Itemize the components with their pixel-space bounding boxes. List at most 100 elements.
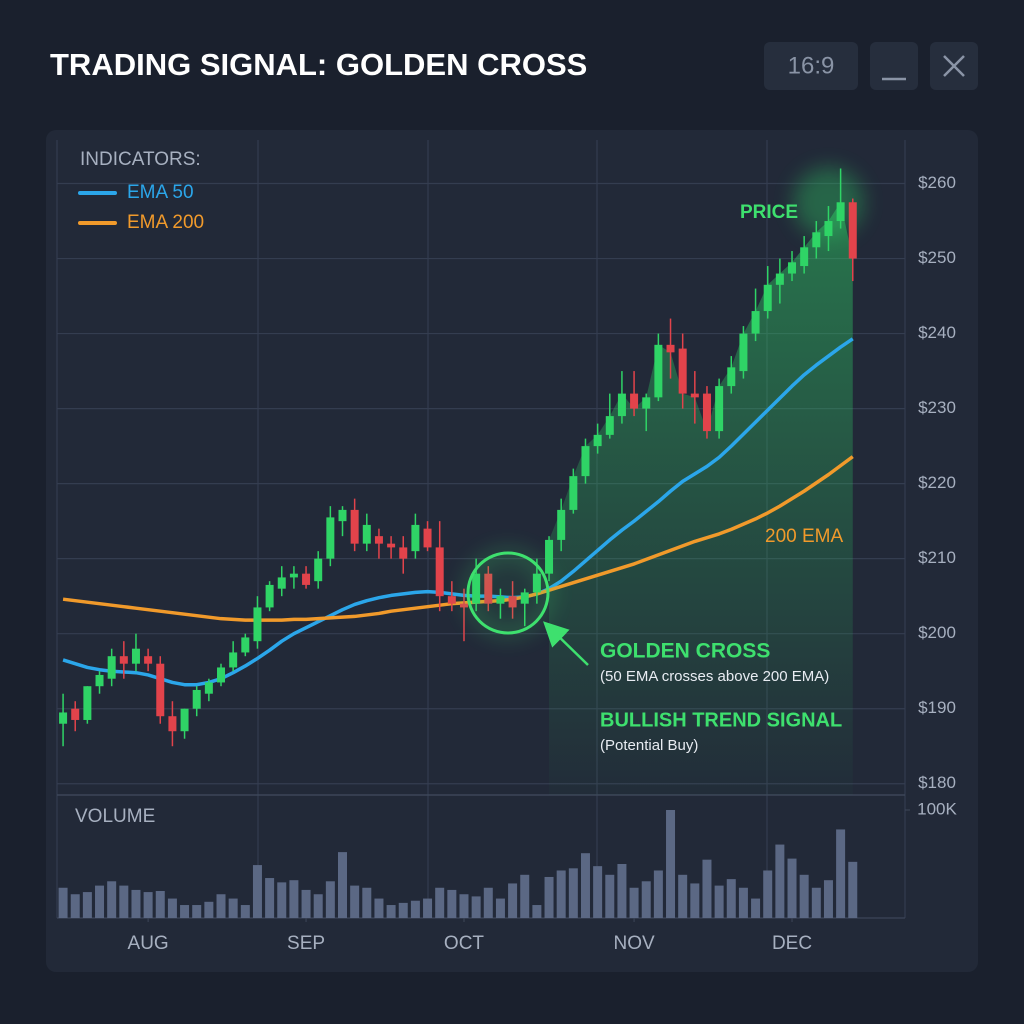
candle-body — [727, 367, 736, 387]
volume-bar — [398, 902, 408, 918]
volume-bar — [532, 905, 542, 918]
candle-body — [666, 344, 675, 353]
ratio-label: 16:9 — [788, 52, 835, 79]
candle-body — [848, 202, 857, 259]
candle-body — [435, 547, 444, 597]
cross-arrow — [543, 621, 589, 666]
candle-body — [520, 592, 529, 604]
volume-bar — [374, 898, 384, 918]
legend-label: EMA 50 — [127, 182, 194, 203]
ratio-button[interactable] — [764, 42, 858, 90]
candle-body — [715, 386, 724, 432]
volume-bar — [289, 880, 299, 918]
candle-body — [302, 573, 311, 585]
candle-body — [156, 663, 165, 717]
candle-body — [95, 674, 104, 687]
minimize-button[interactable] — [870, 42, 918, 90]
volume-bar — [143, 892, 153, 918]
candle-body — [775, 273, 784, 285]
candle-body — [338, 509, 347, 522]
candle-body — [447, 596, 456, 604]
volume-bar — [678, 874, 688, 918]
candle-body — [630, 393, 639, 409]
candle-body — [593, 434, 602, 447]
candle-body — [168, 716, 177, 732]
volume-bar — [167, 898, 177, 918]
volume-bar — [726, 879, 736, 918]
volume-tick-label: 100K — [917, 799, 957, 818]
ema-line — [62, 455, 854, 622]
volume-bar — [738, 887, 748, 918]
volume-bar — [763, 870, 773, 918]
x-tick-label: DEC — [772, 933, 812, 954]
y-tick-label: $250 — [918, 248, 956, 267]
window-title: TRADING SIGNAL: GOLDEN CROSS — [50, 47, 587, 82]
volume-bar — [265, 878, 275, 918]
candle-body — [496, 596, 505, 604]
candle-body — [788, 262, 797, 274]
candle-body — [532, 573, 541, 593]
candle-body — [107, 656, 116, 679]
volume-bar — [119, 885, 129, 918]
candle-body — [690, 393, 699, 398]
volume-bar — [471, 896, 481, 918]
close-icon — [943, 55, 965, 77]
candle-body — [569, 476, 578, 510]
volume-bar — [155, 891, 165, 918]
candle-body — [59, 712, 68, 724]
x-tick-label: SEP — [287, 933, 325, 954]
candle-body — [812, 232, 821, 248]
legend-label: EMA 200 — [127, 212, 204, 233]
cross-title: GOLDEN CROSS — [600, 640, 770, 663]
y-tick-label: $190 — [918, 698, 956, 717]
volume-bar — [714, 885, 724, 918]
candle-body — [800, 247, 809, 267]
volume-bar — [435, 887, 445, 918]
candle-body — [557, 509, 566, 540]
volume-bar — [107, 881, 117, 918]
volume-bar — [95, 885, 105, 918]
volume-bar — [605, 874, 615, 918]
candle-body — [642, 397, 651, 409]
candle-body — [824, 221, 833, 237]
volume-bar — [459, 894, 469, 918]
volume-bar — [204, 901, 214, 918]
candle-body — [508, 596, 517, 608]
candle-body — [678, 348, 687, 394]
volume-bar — [58, 887, 68, 918]
candle-body — [180, 708, 189, 732]
ema-line — [62, 337, 854, 687]
volume-bar — [228, 898, 238, 918]
candle-body — [289, 573, 298, 578]
price-label: PRICE — [740, 202, 798, 223]
candle-body — [387, 543, 396, 548]
candle-body — [204, 682, 213, 694]
candle-body — [836, 202, 845, 222]
volume-bar — [483, 887, 493, 918]
volume-label: VOLUME — [75, 806, 155, 827]
y-tick-label: $220 — [918, 473, 956, 492]
y-tick-label: $210 — [918, 548, 956, 567]
volume-bar — [568, 868, 578, 918]
candle-body — [581, 446, 590, 477]
candle-body — [751, 311, 760, 334]
volume-bar — [350, 885, 360, 918]
volume-bar — [823, 880, 833, 918]
candle-body — [763, 284, 772, 312]
volume-bar — [836, 829, 846, 918]
y-tick-label: $200 — [918, 623, 956, 642]
y-tick-label: $230 — [918, 398, 956, 417]
volume-bar — [216, 894, 226, 918]
volume-bar — [508, 883, 518, 918]
candle-body — [71, 708, 80, 720]
volume-bar — [811, 887, 821, 918]
candle-body — [192, 689, 201, 709]
candle-body — [217, 667, 226, 683]
candle-body — [241, 637, 250, 653]
x-tick-label: AUG — [128, 933, 169, 954]
candle-body — [617, 393, 626, 417]
volume-bar — [180, 905, 190, 918]
volume-bar — [580, 853, 590, 918]
volume-bar — [520, 874, 530, 918]
volume-bar — [593, 866, 603, 918]
